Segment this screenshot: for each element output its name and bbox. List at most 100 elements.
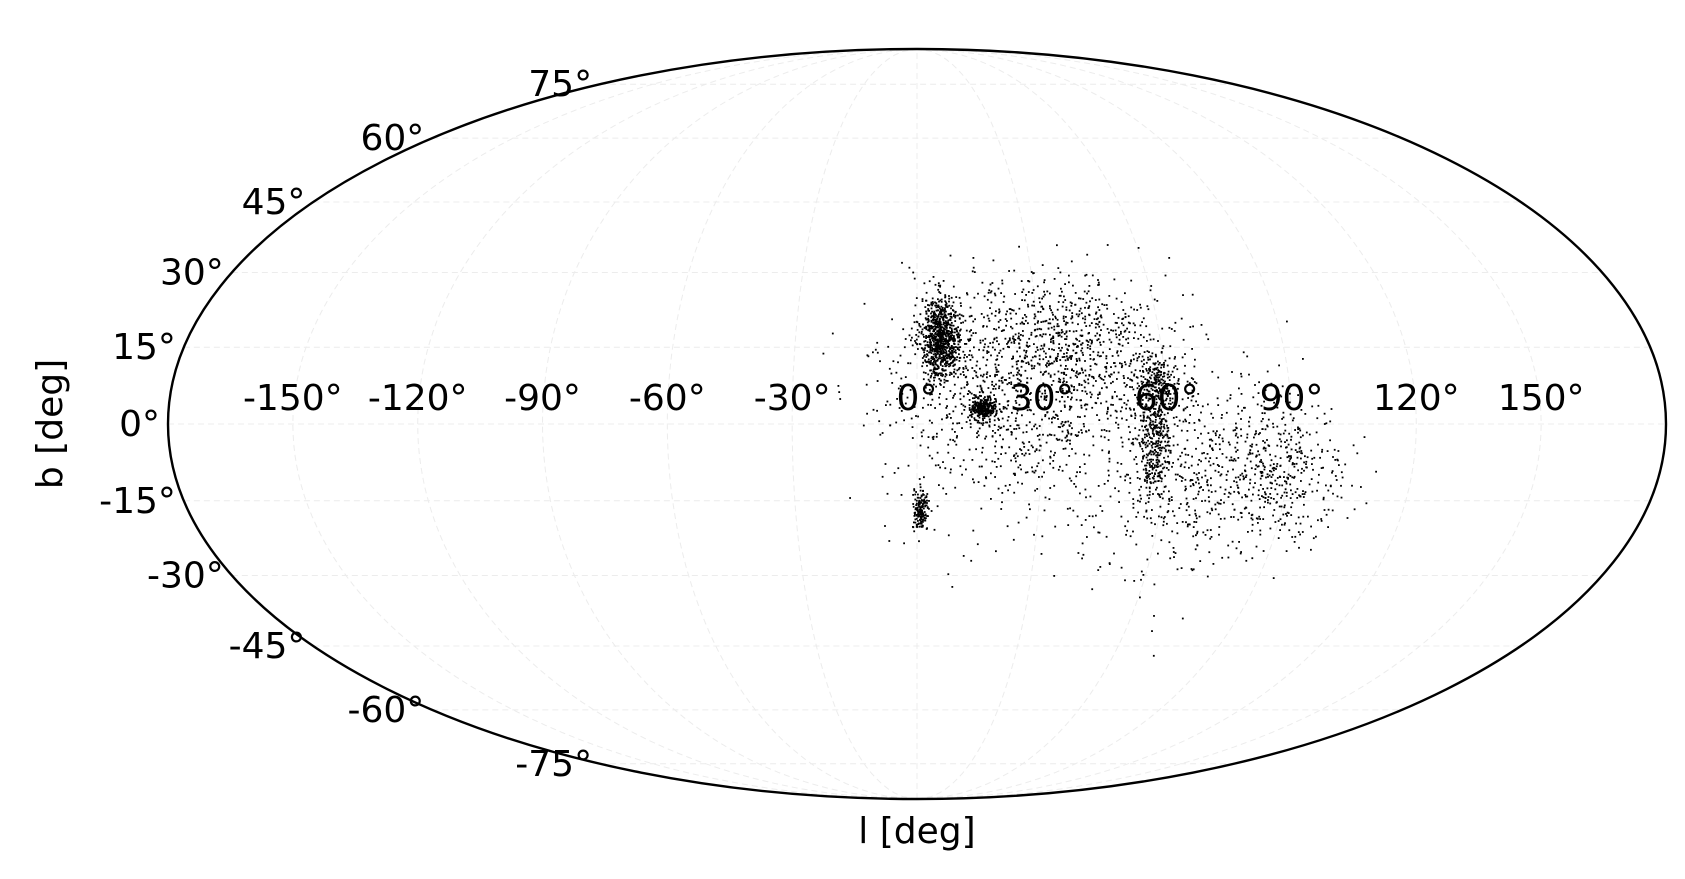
data-point: [944, 307, 946, 310]
data-point: [1003, 295, 1006, 298]
data-point: [1158, 387, 1160, 389]
data-point: [1166, 427, 1169, 429]
data-point: [1302, 496, 1305, 498]
data-point: [1149, 421, 1152, 424]
data-point: [1141, 403, 1144, 405]
data-point: [1002, 407, 1005, 410]
data-point: [973, 411, 976, 414]
data-point: [1275, 483, 1278, 486]
data-point: [1089, 495, 1092, 498]
data-point: [1278, 438, 1281, 441]
data-point: [1129, 378, 1132, 381]
data-point: [975, 371, 978, 374]
data-point: [941, 368, 944, 370]
data-point: [921, 435, 923, 438]
data-point: [1068, 408, 1071, 411]
data-point: [1258, 515, 1261, 518]
data-point: [1094, 334, 1097, 337]
data-point: [932, 314, 935, 317]
data-point: [1033, 329, 1036, 332]
data-point: [1272, 577, 1275, 579]
data-point: [1065, 343, 1067, 346]
data-point: [866, 412, 868, 415]
data-point: [1081, 347, 1084, 350]
data-point: [963, 374, 965, 376]
data-point: [936, 349, 939, 351]
data-point: [1113, 552, 1115, 555]
data-point: [1153, 407, 1155, 410]
data-point: [1064, 406, 1066, 408]
data-point: [1103, 436, 1106, 439]
data-point: [1269, 502, 1272, 505]
data-point: [1047, 364, 1050, 367]
data-point: [1157, 340, 1159, 342]
data-point: [910, 417, 913, 420]
data-point: [1007, 341, 1009, 344]
data-point: [1084, 381, 1087, 384]
data-point: [1270, 382, 1273, 385]
data-point: [938, 319, 941, 322]
data-point: [1096, 339, 1099, 342]
data-point: [1067, 431, 1069, 433]
data-point: [964, 365, 967, 368]
data-point: [1013, 338, 1015, 341]
data-point: [982, 325, 985, 327]
data-point: [947, 334, 950, 337]
data-point: [1021, 317, 1024, 320]
data-point: [1146, 415, 1149, 418]
data-point: [939, 292, 942, 294]
data-point: [1103, 483, 1106, 485]
data-point: [988, 320, 991, 322]
data-point: [947, 323, 950, 326]
data-point: [983, 346, 986, 349]
data-point: [1181, 617, 1184, 620]
data-point: [1009, 339, 1011, 341]
data-point: [1245, 476, 1247, 478]
data-point: [1223, 501, 1225, 504]
data-point: [1043, 385, 1046, 388]
data-point: [918, 514, 920, 516]
data-point: [980, 406, 982, 409]
data-point: [972, 332, 975, 334]
data-point: [1071, 316, 1074, 319]
data-point: [939, 372, 941, 375]
data-point: [1251, 557, 1254, 560]
data-point: [1021, 414, 1023, 417]
data-point: [950, 355, 953, 358]
data-point: [963, 354, 966, 356]
data-point: [900, 410, 903, 412]
data-point: [1207, 432, 1210, 434]
data-point: [1142, 439, 1144, 441]
data-point: [1010, 371, 1012, 374]
data-point: [1085, 408, 1088, 411]
data-point: [937, 332, 939, 335]
data-point: [1157, 440, 1160, 442]
data-point: [1138, 442, 1141, 444]
data-point: [982, 379, 985, 382]
data-point: [1097, 279, 1099, 281]
data-point: [1148, 390, 1151, 393]
data-point: [1269, 453, 1271, 456]
data-point: [1141, 419, 1144, 422]
data-point: [1110, 403, 1112, 406]
data-point: [1125, 338, 1127, 341]
data-point: [934, 343, 937, 346]
data-point: [1109, 495, 1112, 498]
data-point: [1138, 385, 1140, 387]
data-point: [1062, 381, 1064, 384]
data-point: [1120, 330, 1122, 333]
data-point: [1190, 399, 1193, 402]
data-point: [1145, 368, 1148, 370]
data-point: [987, 405, 990, 408]
data-point: [955, 333, 958, 336]
data-point: [1058, 377, 1060, 380]
data-point: [1182, 338, 1185, 341]
data-point: [1187, 505, 1190, 508]
data-point: [943, 315, 946, 318]
data-point: [990, 301, 993, 304]
data-point: [1168, 541, 1171, 544]
data-point: [1140, 375, 1143, 378]
data-point: [933, 367, 935, 370]
data-point: [1091, 375, 1093, 378]
data-point: [996, 340, 998, 343]
